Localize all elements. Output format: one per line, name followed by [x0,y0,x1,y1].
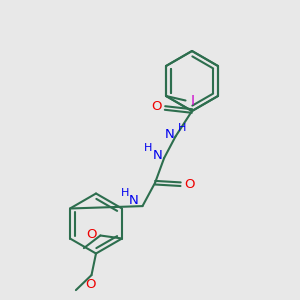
Text: H: H [144,143,153,154]
Text: H: H [178,123,186,133]
Text: N: N [129,194,139,207]
Text: O: O [184,178,194,191]
Text: I: I [191,94,195,107]
Text: O: O [87,227,97,241]
Text: N: N [165,128,175,141]
Text: N: N [153,149,162,162]
Text: O: O [85,278,95,291]
Text: O: O [152,100,162,113]
Text: H: H [121,188,129,199]
